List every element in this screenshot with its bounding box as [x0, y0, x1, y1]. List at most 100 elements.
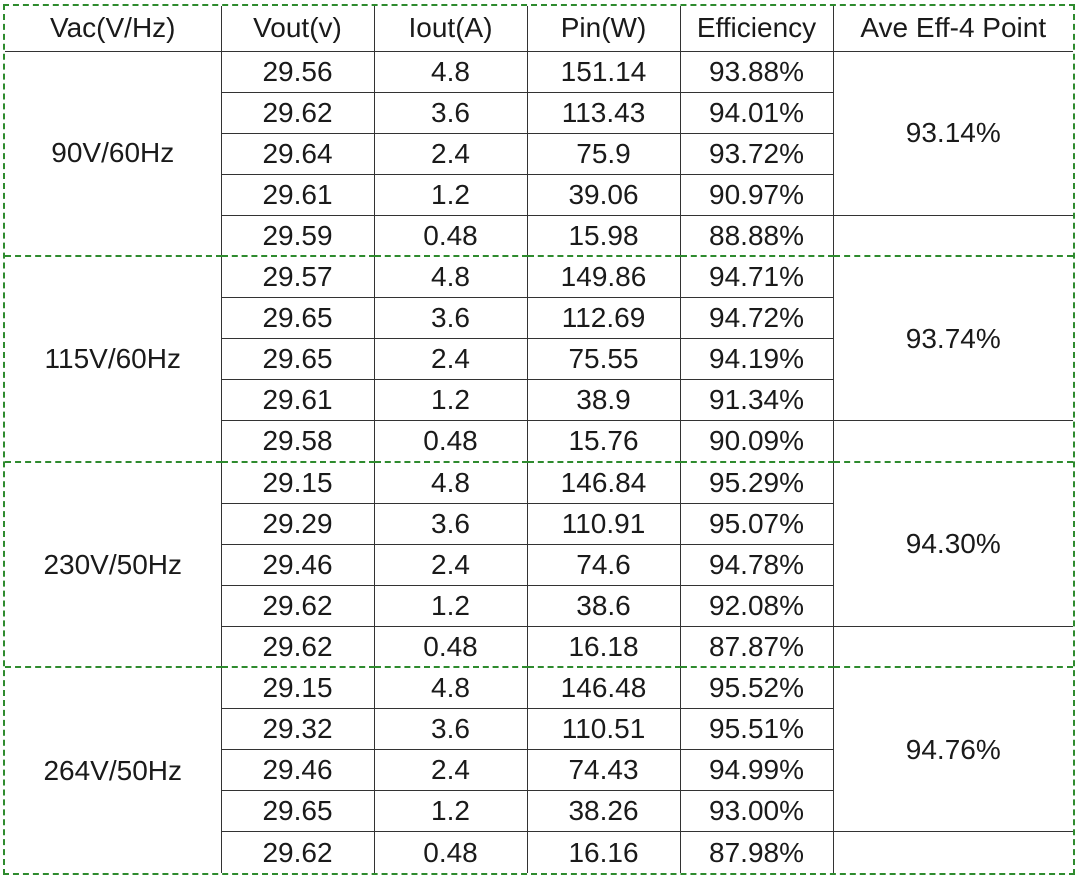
header-iout: Iout(A)	[373, 6, 527, 52]
iout-cell: 0.48	[373, 625, 527, 668]
eff-cell: 94.19%	[679, 338, 833, 380]
table-row: 29.64 2.4 75.9 93.72%	[5, 132, 1073, 175]
eff-cell: 92.08%	[679, 584, 833, 627]
vout-cell: 29.15	[220, 666, 374, 709]
avg-eff-cell: 93.14%	[832, 50, 1073, 216]
iout-cell: 3.6	[373, 502, 527, 545]
avg-eff-empty-cell	[832, 214, 1073, 257]
eff-cell: 94.99%	[679, 749, 833, 791]
pin-cell: 113.43	[526, 91, 680, 134]
eff-cell: 95.52%	[679, 666, 833, 709]
iout-cell: 2.4	[373, 543, 527, 586]
table-row: 29.62 0.48 16.18 87.87%	[5, 625, 1073, 668]
pin-cell: 146.48	[526, 666, 680, 709]
eff-cell: 95.51%	[679, 707, 833, 750]
iout-cell: 0.48	[373, 831, 527, 873]
vout-cell: 29.59	[220, 214, 374, 257]
avg-eff-cell: 94.76%	[832, 666, 1073, 832]
iout-cell: 3.6	[373, 707, 527, 750]
vac-cell: 230V/50Hz	[5, 460, 221, 668]
pin-cell: 112.69	[526, 297, 680, 339]
iout-cell: 2.4	[373, 338, 527, 380]
vout-cell: 29.58	[220, 420, 374, 462]
pin-cell: 74.6	[526, 543, 680, 586]
eff-cell: 93.72%	[679, 132, 833, 175]
iout-cell: 1.2	[373, 379, 527, 421]
pin-cell: 38.6	[526, 584, 680, 627]
eff-cell: 94.78%	[679, 543, 833, 586]
pin-cell: 149.86	[526, 255, 680, 298]
table-row: 29.62 3.6 113.43 94.01%	[5, 91, 1073, 134]
pin-cell: 16.18	[526, 625, 680, 668]
pin-cell: 16.16	[526, 831, 680, 873]
eff-cell: 93.88%	[679, 50, 833, 93]
header-vout: Vout(v)	[220, 6, 374, 52]
pin-cell: 110.51	[526, 707, 680, 750]
vout-cell: 29.56	[220, 50, 374, 93]
table-row: 29.32 3.6 110.51 95.51%	[5, 707, 1073, 750]
iout-cell: 3.6	[373, 91, 527, 134]
vout-cell: 29.65	[220, 790, 374, 832]
vout-cell: 29.46	[220, 749, 374, 791]
table-row: 29.59 0.48 15.98 88.88%	[5, 214, 1073, 257]
pin-cell: 146.84	[526, 460, 680, 504]
vac-cell: 264V/50Hz	[5, 666, 221, 873]
table-row: 29.61 1.2 38.9 91.34%	[5, 379, 1073, 421]
eff-cell: 94.71%	[679, 255, 833, 298]
avg-eff-empty-cell	[832, 831, 1073, 873]
iout-cell: 4.8	[373, 255, 527, 298]
vout-cell: 29.62	[220, 625, 374, 668]
header-pin: Pin(W)	[526, 6, 680, 52]
table-row: 29.29 3.6 110.91 95.07%	[5, 502, 1073, 545]
header-avg-eff: Ave Eff-4 Point	[832, 6, 1073, 52]
table-row: 115V/60Hz 29.57 4.8 149.86 94.71% 93.74%	[5, 255, 1073, 462]
table-row: 29.65 2.4 75.55 94.19%	[5, 338, 1073, 380]
table-row: 29.62 1.2 38.6 92.08%	[5, 584, 1073, 627]
vout-cell: 29.62	[220, 91, 374, 134]
table-row: 29.61 1.2 39.06 90.97%	[5, 173, 1073, 216]
pin-cell: 151.14	[526, 50, 680, 93]
header-efficiency: Efficiency	[679, 6, 833, 52]
vac-cell: 115V/60Hz	[5, 255, 221, 462]
table-body: 90V/60Hz 29.56 4.8 151.14 93.88% 93.14% …	[5, 50, 1073, 873]
eff-cell: 94.72%	[679, 297, 833, 339]
table-row: 29.65 3.6 112.69 94.72%	[5, 297, 1073, 339]
pin-cell: 74.43	[526, 749, 680, 791]
eff-cell: 87.87%	[679, 625, 833, 668]
table-row: 29.46 2.4 74.6 94.78%	[5, 543, 1073, 586]
avg-eff-cell: 94.30%	[832, 460, 1073, 627]
vout-cell: 29.65	[220, 338, 374, 380]
vout-cell: 29.46	[220, 543, 374, 586]
avg-eff-empty-cell	[832, 420, 1073, 462]
efficiency-table: Vac(V/Hz) Vout(v) Iout(A) Pin(W) Efficie…	[5, 6, 1073, 873]
table-row: 264V/50Hz 29.15 4.8 146.48 95.52% 94.76%	[5, 666, 1073, 873]
vout-cell: 29.62	[220, 584, 374, 627]
iout-cell: 0.48	[373, 420, 527, 462]
pin-cell: 15.76	[526, 420, 680, 462]
table-row: 230V/50Hz 29.15 4.8 146.84 95.29% 94.30%	[5, 460, 1073, 668]
pin-cell: 38.9	[526, 379, 680, 421]
eff-cell: 93.00%	[679, 790, 833, 832]
table-frame	[3, 4, 1075, 875]
pin-cell: 110.91	[526, 502, 680, 545]
vac-cell: 90V/60Hz	[5, 50, 221, 257]
iout-cell: 1.2	[373, 584, 527, 627]
eff-cell: 88.88%	[679, 214, 833, 257]
pin-cell: 38.26	[526, 790, 680, 832]
avg-eff-cell: 93.74%	[832, 255, 1073, 421]
eff-cell: 87.98%	[679, 831, 833, 873]
eff-cell: 94.01%	[679, 91, 833, 134]
eff-cell: 90.09%	[679, 420, 833, 462]
eff-cell: 91.34%	[679, 379, 833, 421]
vout-cell: 29.62	[220, 831, 374, 873]
iout-cell: 2.4	[373, 132, 527, 175]
iout-cell: 2.4	[373, 749, 527, 791]
table-row: 29.62 0.48 16.16 87.98%	[5, 831, 1073, 873]
vout-cell: 29.65	[220, 297, 374, 339]
iout-cell: 1.2	[373, 173, 527, 216]
header-row: Vac(V/Hz) Vout(v) Iout(A) Pin(W) Efficie…	[5, 6, 1073, 52]
vout-cell: 29.57	[220, 255, 374, 298]
iout-cell: 0.48	[373, 214, 527, 257]
eff-cell: 95.29%	[679, 460, 833, 504]
table-row: 29.58 0.48 15.76 90.09%	[5, 420, 1073, 462]
